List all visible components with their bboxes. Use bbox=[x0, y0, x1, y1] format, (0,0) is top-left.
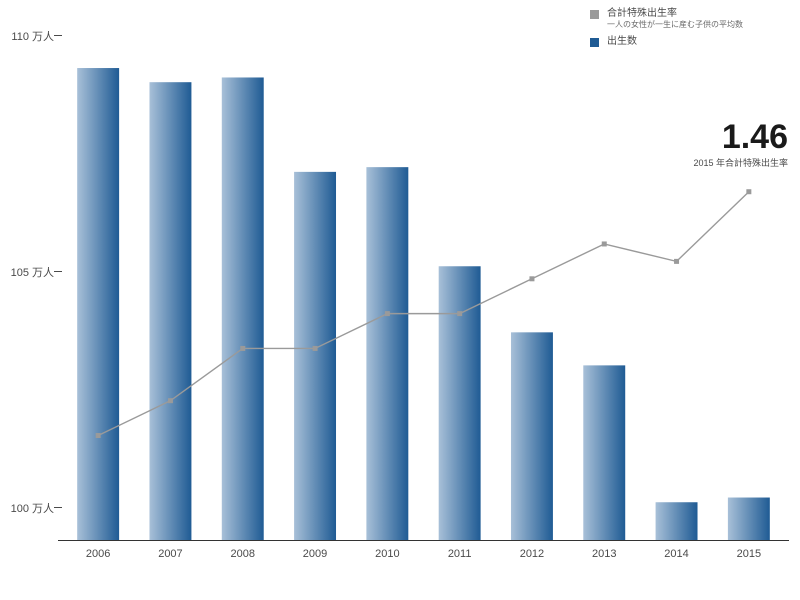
x-tick-label: 2015 bbox=[737, 548, 761, 560]
legend: 合計特殊出生率一人の女性が一生に産む子供の平均数出生数 bbox=[590, 8, 743, 54]
y-tick-label: 105 万人 bbox=[4, 264, 54, 280]
y-tick-label: 110 万人 bbox=[4, 28, 54, 44]
x-tick-label: 2010 bbox=[375, 548, 399, 560]
y-tick-mark bbox=[54, 271, 62, 272]
line-marker bbox=[240, 346, 245, 351]
line-marker bbox=[96, 433, 101, 438]
y-tick-mark bbox=[54, 507, 62, 508]
legend-label: 出生数 bbox=[607, 36, 637, 48]
line-marker bbox=[313, 346, 318, 351]
legend-swatch bbox=[590, 10, 599, 19]
x-tick-label: 2011 bbox=[448, 548, 472, 560]
x-tick-label: 2013 bbox=[592, 548, 616, 560]
legend-label: 合計特殊出生率一人の女性が一生に産む子供の平均数 bbox=[607, 8, 743, 30]
births-fertility-chart: 110 万人 105 万人 100 万人 2006 2007 2008 2009 2010 2… bbox=[0, 0, 800, 600]
line-marker bbox=[457, 311, 462, 316]
x-tick-label: 2007 bbox=[158, 548, 182, 560]
y-tick-mark bbox=[54, 35, 62, 36]
line-marker bbox=[746, 189, 751, 194]
fertility-callout-value: 1.46 bbox=[722, 120, 788, 154]
legend-item: 出生数 bbox=[590, 36, 743, 48]
fertility-callout-label: 2015 年合計特殊出生率 bbox=[693, 156, 788, 169]
x-tick-label: 2014 bbox=[664, 548, 688, 560]
line-marker bbox=[385, 311, 390, 316]
fertility-line bbox=[98, 192, 749, 436]
line-marker bbox=[674, 259, 679, 264]
line-marker bbox=[168, 398, 173, 403]
legend-swatch bbox=[590, 38, 599, 47]
line-marker bbox=[529, 276, 534, 281]
x-tick-label: 2006 bbox=[86, 548, 110, 560]
x-tick-label: 2009 bbox=[303, 548, 327, 560]
line-series bbox=[0, 0, 800, 600]
line-marker bbox=[602, 241, 607, 246]
y-tick-label: 100 万人 bbox=[4, 500, 54, 516]
x-tick-label: 2012 bbox=[520, 548, 544, 560]
x-tick-label: 2008 bbox=[231, 548, 255, 560]
legend-item: 合計特殊出生率一人の女性が一生に産む子供の平均数 bbox=[590, 8, 743, 30]
